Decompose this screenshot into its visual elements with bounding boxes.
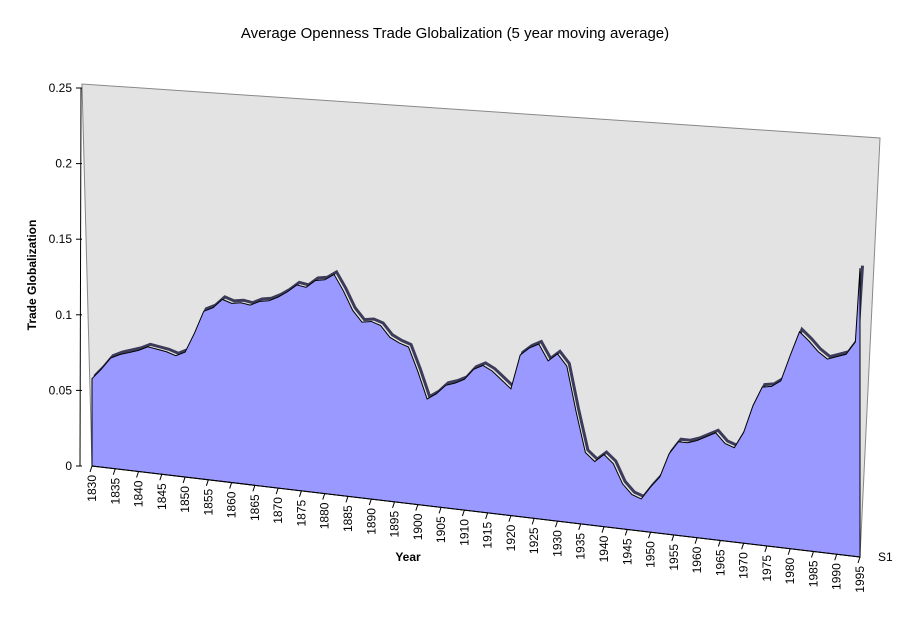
x-tick-mark bbox=[89, 465, 93, 473]
x-tick-mark bbox=[252, 485, 256, 492]
x-tick-mark bbox=[624, 529, 628, 536]
x-tick-mark bbox=[182, 476, 186, 484]
x-tick-label: 1920 bbox=[504, 524, 518, 551]
series-label-layer: S1 bbox=[878, 550, 893, 564]
x-tick-mark bbox=[508, 515, 512, 522]
x-tick-label: 1940 bbox=[597, 535, 611, 562]
x-tick-label: 1970 bbox=[737, 552, 751, 579]
x-tick-mark bbox=[671, 534, 675, 542]
x-tick-mark bbox=[717, 540, 721, 547]
y-axis-line bbox=[79, 87, 82, 467]
y-tick-label: 0.05 bbox=[49, 383, 73, 397]
x-tick-mark bbox=[438, 507, 442, 514]
x-tick-label: 1985 bbox=[806, 560, 820, 587]
x-tick-mark bbox=[857, 556, 861, 564]
x-tick-label: 1905 bbox=[434, 516, 448, 543]
x-tick-mark bbox=[112, 468, 116, 475]
x-tick-label: 1885 bbox=[341, 505, 355, 532]
x-tick-label: 1845 bbox=[155, 483, 169, 510]
x-tick-label: 1830 bbox=[85, 475, 99, 502]
x-tick-mark bbox=[741, 543, 745, 550]
x-tick-label: 1950 bbox=[644, 541, 658, 568]
x-tick-mark bbox=[578, 523, 582, 531]
x-tick-label: 1865 bbox=[248, 494, 262, 521]
x-tick-mark bbox=[275, 487, 279, 495]
x-tick-mark bbox=[461, 509, 465, 517]
x-tick-mark bbox=[345, 496, 349, 503]
x-tick-mark bbox=[601, 526, 605, 533]
x-tick-label: 1945 bbox=[620, 538, 634, 565]
x-tick-label: 1980 bbox=[783, 557, 797, 584]
x-tick-label: 1925 bbox=[527, 527, 541, 554]
x-ticks-layer: 1830 1835 1840 1845 1850 1855 1860 1865 1870 1875… bbox=[85, 465, 867, 593]
x-tick-mark bbox=[834, 554, 838, 561]
x-tick-mark bbox=[136, 471, 140, 478]
x-tick-mark bbox=[694, 537, 698, 544]
x-tick-label: 1875 bbox=[294, 499, 308, 526]
x-tick-mark bbox=[322, 493, 326, 500]
x-tick-mark bbox=[392, 501, 396, 509]
y-tick-label: 0.15 bbox=[49, 232, 73, 246]
x-tick-label: 1895 bbox=[388, 511, 402, 538]
x-tick-label: 1840 bbox=[132, 480, 146, 507]
y-tick-label: 0.2 bbox=[55, 157, 72, 171]
x-tick-mark bbox=[368, 498, 372, 506]
x-axis-line bbox=[91, 465, 861, 558]
y-tick-label: 0.25 bbox=[49, 81, 73, 95]
x-tick-label: 1960 bbox=[690, 546, 704, 573]
x-tick-label: 1855 bbox=[201, 488, 215, 515]
area-layer bbox=[91, 265, 864, 558]
x-tick-label: 1990 bbox=[830, 563, 844, 590]
x-tick-label: 1850 bbox=[178, 486, 192, 513]
x-tick-mark bbox=[415, 504, 419, 511]
x-tick-mark bbox=[531, 518, 535, 525]
x-tick-mark bbox=[205, 479, 209, 486]
chart-title: Average Openness Trade Globalization (5 … bbox=[241, 25, 669, 42]
x-tick-mark bbox=[764, 545, 768, 553]
y-axis-label: Trade Globalization bbox=[25, 220, 39, 331]
x-tick-mark bbox=[229, 482, 233, 489]
y-tick-label: 0.1 bbox=[55, 308, 72, 322]
y-ticks-layer: 0 0.05 0.1 0.15 0.2 0.25 bbox=[49, 81, 82, 473]
x-tick-label: 1965 bbox=[713, 549, 727, 576]
x-tick-mark bbox=[648, 532, 652, 539]
x-tick-label: 1900 bbox=[411, 513, 425, 540]
x-tick-label: 1860 bbox=[225, 491, 239, 518]
x-tick-mark bbox=[485, 512, 489, 520]
y-tick-label: 0 bbox=[65, 459, 72, 473]
x-tick-mark bbox=[554, 520, 558, 528]
x-tick-label: 1975 bbox=[760, 555, 774, 582]
x-tick-mark bbox=[787, 548, 791, 555]
x-tick-mark bbox=[298, 490, 302, 497]
x-tick-label: 1890 bbox=[364, 508, 378, 535]
x-tick-label: 1935 bbox=[574, 533, 588, 560]
x-tick-label: 1870 bbox=[271, 497, 285, 524]
x-tick-label: 1955 bbox=[667, 544, 681, 571]
series-label-s1: S1 bbox=[878, 550, 893, 564]
x-tick-label: 1915 bbox=[481, 522, 495, 549]
x-tick-label: 1880 bbox=[318, 502, 332, 529]
x-tick-label: 1995 bbox=[853, 566, 867, 593]
x-tick-mark bbox=[810, 551, 814, 558]
x-tick-label: 1910 bbox=[457, 519, 471, 546]
x-tick-label: 1835 bbox=[108, 477, 122, 504]
x-tick-label: 1930 bbox=[550, 530, 564, 557]
x-tick-mark bbox=[159, 474, 163, 481]
area-series-s1 bbox=[91, 268, 861, 558]
x-axis-label: Year bbox=[395, 550, 421, 564]
